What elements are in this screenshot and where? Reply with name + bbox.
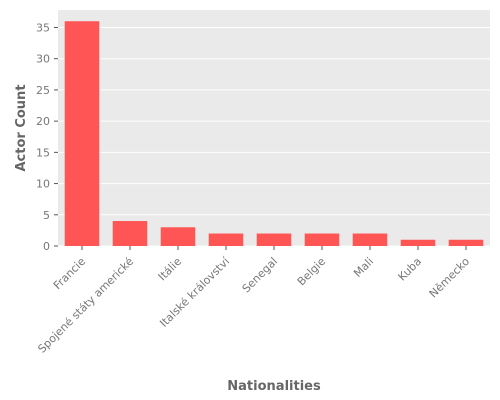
y-tick-label: 15 xyxy=(36,146,50,159)
x-tick-label: Belgie xyxy=(295,255,329,289)
bar-8 xyxy=(448,239,484,246)
x-tick-label: Kuba xyxy=(396,255,425,284)
y-tick-label: 5 xyxy=(43,209,50,222)
x-axis-title: Nationalities xyxy=(227,379,321,394)
y-tick-label: 10 xyxy=(36,178,50,191)
y-tick-label: 25 xyxy=(36,84,50,97)
bar-4 xyxy=(256,233,292,246)
x-tick-label: Francie xyxy=(51,255,88,292)
y-tick-label: 35 xyxy=(36,21,50,34)
grid-lines xyxy=(58,26,490,247)
x-tick-label: Itálie xyxy=(156,255,185,284)
y-tick-label: 20 xyxy=(36,115,50,128)
bars xyxy=(64,21,484,246)
y-tick-label: 30 xyxy=(36,53,50,66)
bar-1 xyxy=(112,221,148,246)
bar-5 xyxy=(304,233,340,246)
y-axis-title: Actor Count xyxy=(14,84,29,171)
x-tick-label: Senegal xyxy=(240,255,281,296)
y-axis-ticks: 0 5 10 15 20 25 30 35 xyxy=(36,21,58,253)
plot-area xyxy=(58,10,490,246)
bar-0 xyxy=(64,21,100,246)
bar-3 xyxy=(208,233,244,246)
bar-6 xyxy=(352,233,388,246)
bar-2 xyxy=(160,227,196,246)
bar-7 xyxy=(400,239,436,246)
x-tick-label: Německo xyxy=(427,255,473,301)
x-tick-label: Spojené státy americké xyxy=(35,255,136,356)
y-tick-label: 0 xyxy=(43,240,50,253)
x-tick-label: Mali xyxy=(351,255,376,280)
